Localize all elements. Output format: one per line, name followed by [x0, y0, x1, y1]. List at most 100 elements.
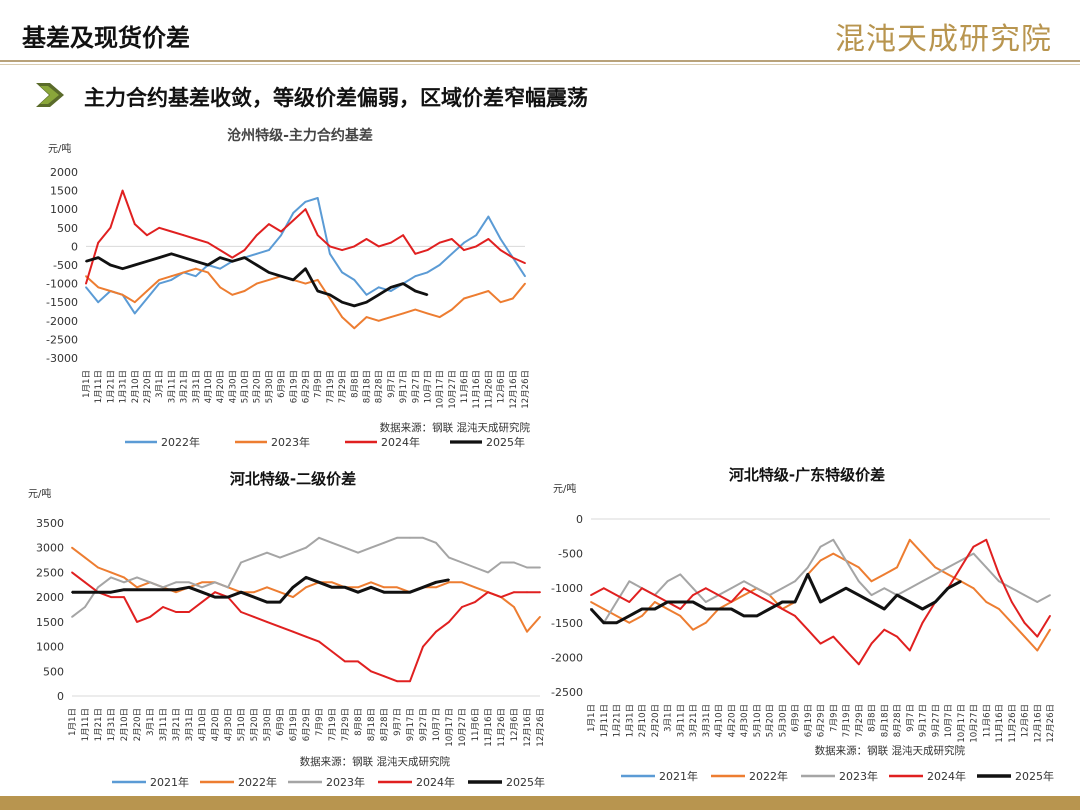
x-tick-label: 5月20日: [766, 704, 776, 737]
data-point: [377, 245, 380, 248]
x-tick-label: 11月6日: [471, 708, 481, 741]
x-tick-label: 4月10日: [715, 704, 725, 737]
data-point: [857, 594, 860, 596]
data-point: [304, 200, 307, 203]
data-point: [499, 301, 502, 304]
data-point: [947, 566, 949, 569]
data-point: [743, 580, 745, 583]
data-point: [704, 587, 707, 590]
x-tick-label: 9月27日: [931, 704, 941, 737]
data-point: [615, 601, 618, 603]
data-point: [123, 596, 125, 598]
data-point: [896, 635, 898, 638]
data-point: [448, 556, 450, 559]
x-tick-label: 9月17日: [919, 704, 929, 737]
data-point: [730, 601, 733, 603]
x-tick-label: 7月9日: [829, 704, 839, 732]
x-tick-label: 2月10日: [638, 704, 648, 737]
data-point: [292, 551, 294, 554]
data-point: [329, 252, 331, 255]
section-subtitle: 主力合约基差收敛，等级价差偏弱，区域价差窄幅震荡: [84, 85, 588, 110]
x-tick-label: 1月1日: [68, 708, 78, 736]
x-tick-label: 10月17日: [436, 370, 446, 409]
data-point: [279, 591, 281, 594]
data-point: [158, 282, 161, 285]
data-point: [409, 591, 411, 594]
data-point: [602, 621, 605, 624]
data-point: [426, 312, 429, 315]
x-tick-label: 6月29日: [302, 708, 312, 741]
data-point: [1036, 635, 1039, 638]
legend-label: 2025年: [486, 435, 525, 449]
x-tick-label: 4月30日: [740, 704, 750, 737]
data-point: [704, 621, 707, 624]
data-point: [331, 586, 333, 589]
data-point: [201, 586, 203, 589]
data-point: [426, 293, 429, 296]
x-tick-label: 4月20日: [216, 370, 226, 403]
x-tick-label: 5月30日: [263, 708, 273, 741]
header-divider-thin: [0, 64, 1080, 65]
data-point: [526, 591, 528, 594]
data-point: [590, 608, 592, 610]
x-tick-label: 1月31日: [119, 370, 129, 403]
data-point: [743, 587, 745, 590]
data-point: [615, 615, 618, 617]
data-point: [463, 241, 465, 244]
data-point: [365, 293, 368, 296]
data-point: [292, 630, 294, 633]
data-point: [781, 608, 784, 610]
x-tick-label: 1月11日: [81, 708, 91, 741]
data-point: [819, 601, 822, 603]
x-tick-label: 3月1日: [146, 708, 156, 736]
x-tick-label: 6月19日: [804, 704, 814, 737]
data-point: [628, 601, 631, 603]
data-point: [85, 286, 87, 289]
data-point: [149, 581, 151, 584]
x-tick-label: 9月27日: [411, 370, 421, 403]
x-tick-label: 8月8日: [350, 370, 360, 398]
data-point: [353, 279, 356, 281]
data-point: [170, 252, 173, 255]
data-point: [450, 252, 453, 255]
x-tick-label: 1月11日: [94, 370, 104, 403]
data-point: [539, 616, 541, 618]
data-point: [279, 601, 281, 603]
data-point: [357, 586, 359, 589]
data-point: [365, 238, 368, 240]
data-point: [487, 238, 490, 240]
data-point: [353, 245, 356, 248]
data-point: [602, 608, 605, 610]
x-tick-label: 1月11日: [600, 704, 610, 737]
data-point: [857, 663, 860, 666]
data-point: [158, 279, 161, 281]
data-point: [450, 238, 453, 240]
data-point: [97, 586, 99, 589]
data-point: [240, 591, 242, 594]
data-point: [214, 596, 216, 598]
data-point: [883, 587, 886, 590]
data-point: [71, 616, 73, 618]
data-point: [819, 559, 822, 562]
data-point: [692, 601, 694, 603]
data-point: [1010, 621, 1013, 624]
data-point: [121, 293, 124, 296]
legend-label: 2022年: [161, 435, 200, 449]
x-tick-label: 12月16日: [509, 370, 519, 409]
x-tick-label: 3月31日: [185, 708, 195, 741]
y-tick-label: 1500: [36, 616, 64, 629]
data-point: [819, 642, 822, 645]
data-point: [318, 536, 320, 539]
x-tick-label: 6月29日: [817, 704, 827, 737]
data-point: [461, 581, 463, 584]
data-point: [318, 640, 320, 643]
data-point: [985, 566, 988, 569]
data-point: [857, 580, 860, 583]
data-point: [133, 312, 136, 315]
legend-label: 2023年: [839, 769, 878, 783]
data-point: [921, 552, 924, 555]
y-tick-label: 0: [71, 240, 78, 253]
data-point: [426, 271, 429, 274]
y-tick-label: -3000: [46, 352, 78, 365]
